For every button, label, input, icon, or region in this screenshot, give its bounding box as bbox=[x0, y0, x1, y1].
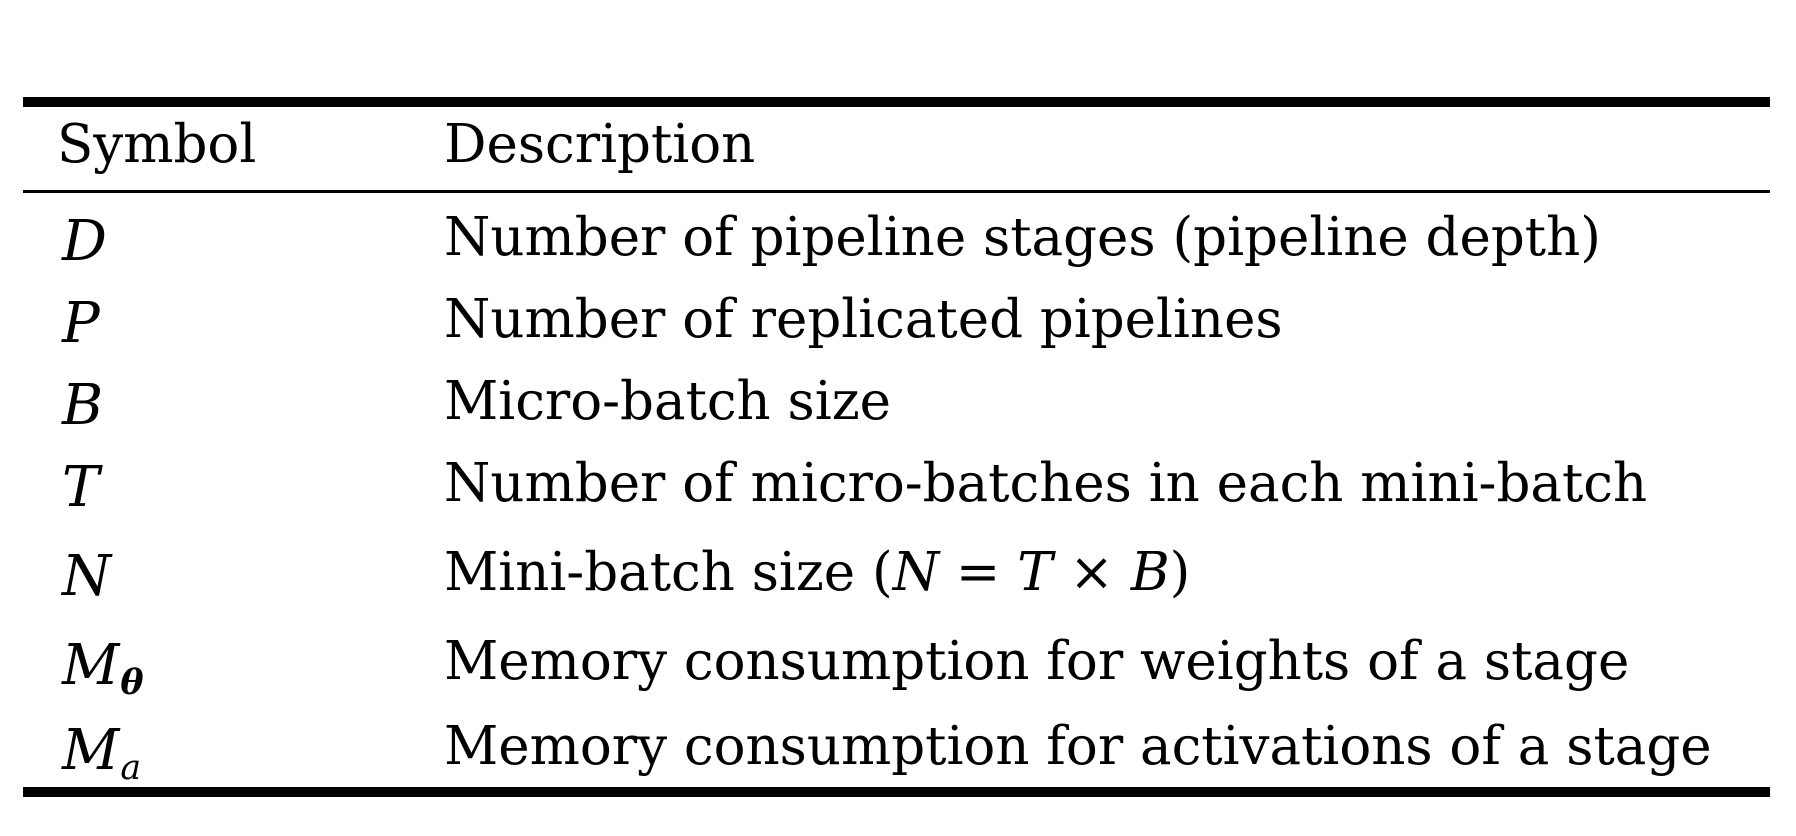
symbol-b: B bbox=[62, 373, 104, 438]
formula-open-paren: ( bbox=[872, 542, 893, 603]
formula-close-paren: ) bbox=[1169, 542, 1191, 603]
formula-n: N bbox=[892, 542, 940, 603]
symbol-t: T bbox=[62, 455, 100, 520]
table-top-rule bbox=[23, 97, 1770, 107]
mini-batch-formula: (N = T × B) bbox=[872, 542, 1190, 603]
symbol-d: D bbox=[62, 209, 107, 274]
symbol-theta-subscript: θ bbox=[120, 661, 144, 703]
description-activations-memory: Memory consumption for activations of a … bbox=[444, 716, 1712, 777]
symbol-a-subscript: a bbox=[120, 747, 142, 788]
description-micro-batches: Number of micro-batches in each mini-bat… bbox=[444, 453, 1648, 514]
formula-b: B bbox=[1130, 542, 1170, 603]
description-replicated-pipelines: Number of replicated pipelines bbox=[444, 289, 1283, 350]
symbol-n: N bbox=[62, 544, 111, 609]
formula-t: T bbox=[1017, 542, 1053, 603]
header-symbol: Symbol bbox=[57, 114, 257, 175]
symbol-m-base: M bbox=[62, 718, 120, 783]
description-micro-batch-size: Micro-batch size bbox=[444, 371, 891, 432]
table-bottom-rule bbox=[23, 787, 1770, 797]
description-weights-memory: Memory consumption for weights of a stag… bbox=[444, 631, 1630, 692]
symbol-m-base: M bbox=[62, 633, 120, 698]
formula-equals: = bbox=[955, 542, 1001, 603]
header-description: Description bbox=[444, 114, 756, 175]
formula-times: × bbox=[1069, 542, 1114, 603]
mini-batch-size-text: Mini-batch size bbox=[444, 542, 856, 603]
symbol-m-a: Ma bbox=[62, 723, 141, 786]
table-header-rule bbox=[23, 190, 1770, 193]
symbol-m-theta: Mθ bbox=[62, 638, 144, 700]
description-mini-batch-size: Mini-batch size (N = T × B) bbox=[444, 546, 1190, 599]
symbol-p: P bbox=[62, 291, 100, 356]
description-pipeline-stages: Number of pipeline stages (pipeline dept… bbox=[444, 207, 1601, 268]
